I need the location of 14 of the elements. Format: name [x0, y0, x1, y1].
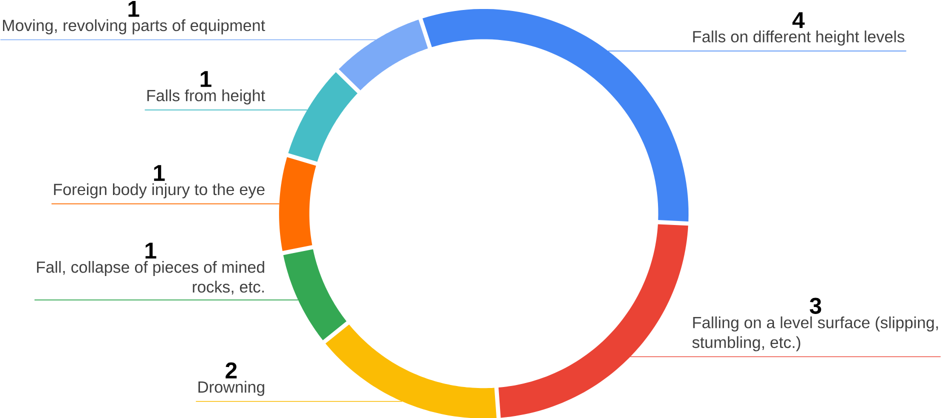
data-label: 1	[146, 242, 156, 258]
data-label: 2	[226, 362, 237, 378]
data-label: 1	[200, 70, 212, 87]
data-label: 3	[810, 298, 822, 314]
slice-label: Foreign body injury to the eye	[54, 183, 265, 198]
slice-label: Drowning	[198, 380, 264, 396]
data-label: 4	[792, 12, 805, 28]
slice-label: Falls from height	[147, 89, 266, 104]
slice-label: Falling on a level surface (slipping, stumbling, etc.)	[692, 316, 938, 352]
data-label: 1	[128, 0, 140, 17]
slice-label: Moving, revolving parts of equipment	[2, 19, 266, 34]
slice-label: Falls on different height levels	[693, 30, 904, 46]
data-label: 1	[154, 164, 165, 181]
slice-label: Fall, collapse of pieces of mined rocks, etc.	[37, 260, 264, 294]
